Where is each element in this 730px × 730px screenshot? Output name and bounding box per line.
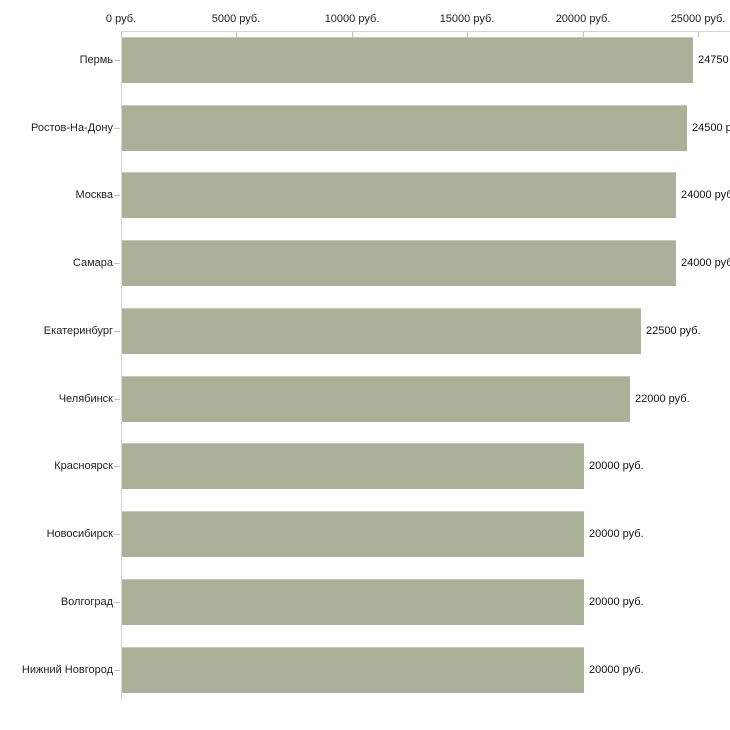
- bar: [122, 579, 584, 625]
- bar: [122, 511, 584, 557]
- bar-value-label: 24000 руб.: [681, 257, 730, 269]
- x-axis-tick-label: 25000 руб.: [670, 13, 726, 25]
- y-axis-tick: [114, 195, 120, 196]
- x-axis-tick: [121, 32, 122, 37]
- y-axis-tick: [114, 602, 120, 603]
- bar: [122, 240, 676, 286]
- category-label: Москва: [75, 189, 113, 201]
- bar-value-label: 20000 руб.: [589, 596, 644, 608]
- x-axis-tick-label: 20000 руб.: [555, 13, 611, 25]
- bar-value-label: 22500 руб.: [646, 325, 701, 337]
- category-label: Нижний Новгород: [21, 664, 113, 676]
- bar-value-label: 22000 руб.: [635, 393, 690, 405]
- bar-value-label: 20000 руб.: [589, 664, 644, 676]
- x-axis-tick-label: 0 руб.: [105, 13, 137, 25]
- bar: [122, 647, 584, 693]
- x-axis-tick: [698, 32, 699, 37]
- bar-value-label: 24750 руб.: [698, 54, 730, 66]
- bar: [122, 172, 676, 218]
- category-label: Красноярск: [54, 460, 113, 472]
- category-label: Волгоград: [60, 596, 113, 608]
- bar-value-label: 24500 руб.: [692, 122, 730, 134]
- x-axis-tick: [467, 32, 468, 37]
- y-axis-tick: [114, 263, 120, 264]
- y-axis-tick: [114, 331, 120, 332]
- category-label: Ростов-На-Дону: [30, 122, 113, 134]
- y-axis-tick: [114, 128, 120, 129]
- x-axis-tick-label: 15000 руб.: [439, 13, 495, 25]
- x-axis-tick: [583, 32, 584, 37]
- bar-value-label: 24000 руб.: [681, 189, 730, 201]
- bar: [122, 443, 584, 489]
- y-axis-tick: [114, 399, 120, 400]
- bar: [122, 105, 687, 151]
- category-label: Екатеринбург: [43, 325, 113, 337]
- y-axis-tick: [114, 670, 120, 671]
- x-axis-tick-label: 5000 руб.: [211, 13, 261, 25]
- x-axis-tick-label: 10000 руб.: [324, 13, 380, 25]
- x-axis-tick: [352, 32, 353, 37]
- bar-value-label: 20000 руб.: [589, 460, 644, 472]
- bar: [122, 308, 641, 354]
- category-label: Самара: [72, 257, 113, 269]
- category-label: Челябинск: [58, 393, 113, 405]
- x-axis-tick: [236, 32, 237, 37]
- x-axis-line: [121, 31, 730, 32]
- y-axis-tick: [114, 534, 120, 535]
- category-label: Пермь: [79, 54, 113, 66]
- bar-value-label: 20000 руб.: [589, 528, 644, 540]
- y-axis-tick: [114, 60, 120, 61]
- y-axis-line: [121, 31, 122, 700]
- bar: [122, 37, 693, 83]
- bar: [122, 376, 630, 422]
- y-axis-tick: [114, 466, 120, 467]
- category-label: Новосибирск: [46, 528, 113, 540]
